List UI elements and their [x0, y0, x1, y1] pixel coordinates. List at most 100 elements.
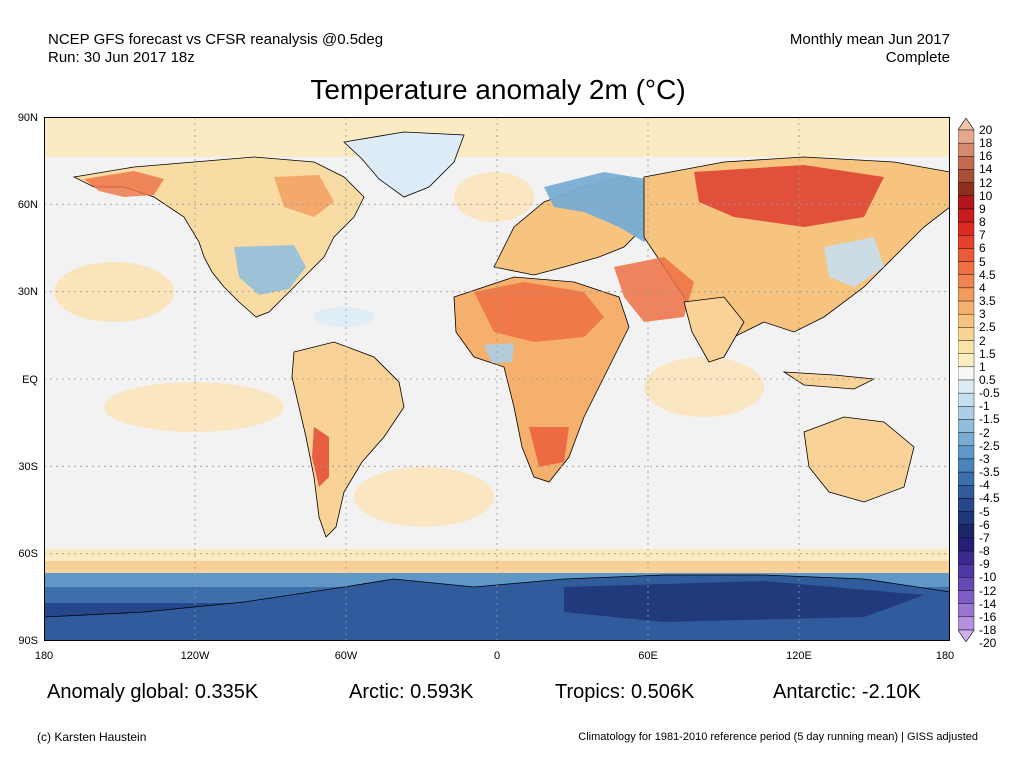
antarctic-deep-cold — [564, 581, 924, 622]
lon-label-180w: 180 — [34, 650, 54, 662]
colorbar-label: 3 — [979, 307, 986, 322]
colorbar-segment — [958, 142, 975, 157]
lon-label-0: 0 — [493, 650, 501, 662]
canada-warm — [274, 175, 334, 217]
lat-label-90n: 90N — [17, 112, 38, 124]
sahara-hot — [474, 282, 604, 342]
west-africa-cool — [484, 343, 514, 363]
southern-africa-hot — [529, 427, 569, 467]
colorbar-segment — [958, 392, 975, 407]
arctic-anomaly: Arctic: 0.593K — [349, 681, 474, 703]
colorbar-segment — [958, 314, 975, 328]
colorbar-label: -16 — [979, 609, 997, 624]
india — [683, 296, 745, 363]
colorbar-label: 1.5 — [979, 346, 996, 361]
colorbar-label: 6 — [979, 241, 986, 256]
lon-label-180e: 180 — [935, 650, 955, 662]
colorbar-segment — [958, 471, 975, 486]
colorbar-segment — [958, 603, 975, 618]
colorbar-label: -2 — [979, 425, 990, 440]
global-anomaly: Anomaly global: 0.335K — [47, 681, 259, 703]
s-atlantic-warm — [354, 467, 494, 527]
colorbar-segment — [958, 366, 975, 381]
lon-label-60w: 60W — [334, 650, 358, 662]
colorbar-segment — [958, 287, 975, 302]
colorbar-segment — [958, 327, 975, 341]
colorbar-label: -8 — [979, 544, 990, 559]
colorbar-label: -14 — [979, 596, 997, 611]
lat-label-30n: 30N — [17, 286, 38, 298]
colorbar-label: -1.5 — [979, 412, 1000, 427]
andes-warm — [312, 427, 329, 487]
lon-label-120e: 120E — [786, 650, 812, 662]
lat-label-60n: 60N — [17, 199, 38, 211]
lat-label-eq: EQ — [22, 374, 38, 386]
colorbar-segment — [958, 590, 975, 604]
colorbar-segment — [958, 537, 975, 552]
colorbar-label: -4 — [979, 478, 990, 493]
n-pacific-warm — [54, 262, 174, 322]
scandinavia-cool — [544, 172, 674, 242]
colorbar-label: 0.5 — [979, 373, 996, 387]
indian-ocean-warm — [644, 357, 764, 417]
colorbar-max-arrow — [958, 118, 975, 131]
n-atlantic-warm — [454, 172, 534, 222]
colorbar-segment — [958, 616, 975, 631]
map-title: Temperature anomaly 2m (°C) — [310, 74, 686, 105]
colorbar-label: -0.5 — [979, 386, 1000, 401]
siberia-hot — [694, 165, 884, 227]
greenland — [343, 131, 465, 198]
colorbar-label: 4.5 — [979, 267, 996, 282]
alaska-warm — [84, 171, 164, 197]
colorbar-segment — [958, 511, 975, 525]
colorbar-segment — [958, 406, 975, 420]
colorbar-label: -7 — [979, 530, 990, 545]
colorbar-segment — [958, 182, 975, 196]
colorbar-label: -6 — [979, 517, 990, 532]
colorbar-segment — [958, 432, 975, 446]
colorbar-label: -10 — [979, 570, 997, 585]
colorbar-segment — [958, 235, 975, 249]
colorbar-min-arrow — [958, 629, 975, 642]
colorbar-segment — [958, 274, 975, 289]
middle-east-hot — [614, 257, 694, 322]
colorbar-label: 8 — [979, 215, 986, 230]
colorbar-segment — [958, 564, 975, 578]
climatology-note: Climatology for 1981-2010 reference peri… — [578, 731, 978, 743]
colorbar-label: 5 — [979, 254, 986, 269]
colorbar-label: -18 — [979, 623, 997, 637]
colorbar-segment — [958, 353, 975, 368]
lat-label-60s: 60S — [18, 548, 38, 560]
colorbar-segment — [958, 379, 975, 394]
colorbar-label: 18 — [979, 136, 993, 151]
header-right: Monthly mean Jun 2017 Complete — [790, 31, 950, 67]
colorbar-segment — [958, 458, 975, 473]
colorbar-label: 2.5 — [979, 320, 996, 335]
south-america — [291, 341, 405, 538]
colorbar-label: -1 — [979, 399, 990, 414]
colorbar-segment — [958, 419, 975, 433]
colorbar-label: 2 — [979, 333, 986, 348]
status-info: Complete — [885, 49, 950, 66]
colorbar-segment — [958, 485, 975, 499]
colorbar-label: -20 — [979, 636, 997, 651]
colorbar-segment — [958, 261, 975, 275]
colorbar-label: 14 — [979, 162, 993, 177]
pacific-cool — [314, 307, 374, 327]
colorbar-label: 16 — [979, 149, 993, 164]
colorbar-label: -5 — [979, 504, 990, 519]
period-info: Monthly mean Jun 2017 — [789, 31, 950, 48]
colorbar-segment — [958, 445, 975, 460]
colorbar-label: 1 — [979, 359, 986, 374]
run-info: Run: 30 Jun 2017 18z — [48, 49, 195, 66]
lon-label-120w: 120W — [180, 650, 210, 662]
colorbar-segment — [958, 156, 975, 170]
lat-label-90s: 90S — [18, 635, 38, 647]
colorbar-segment — [958, 248, 975, 262]
colorbar-segment — [958, 550, 975, 565]
colorbar-segment — [958, 208, 975, 223]
indonesia — [782, 371, 876, 390]
colorbar-label: -12 — [979, 583, 997, 598]
australia — [803, 416, 915, 503]
colorbar-segment — [958, 524, 975, 539]
